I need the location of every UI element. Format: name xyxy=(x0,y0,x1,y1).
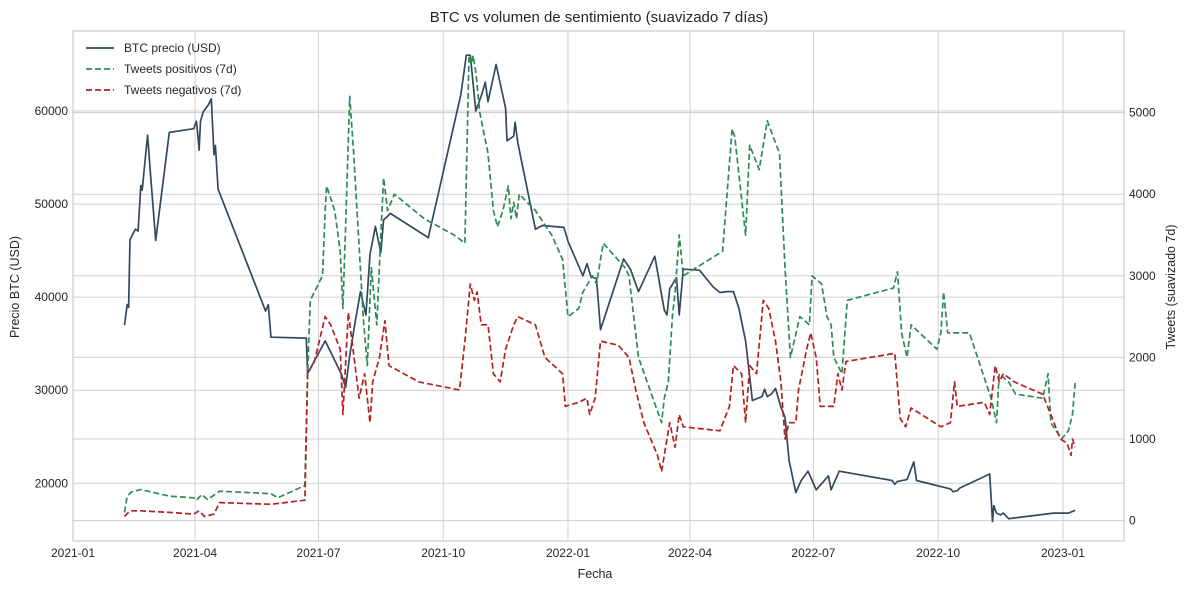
series-line-2 xyxy=(123,283,1077,518)
legend-label-2: Tweets negativos (7d) xyxy=(124,83,241,97)
x-tick-label: 2021-01 xyxy=(51,546,95,560)
x-tick-label: 2021-10 xyxy=(421,546,465,560)
plot-area-border xyxy=(72,30,1125,542)
series-line-1 xyxy=(123,54,1077,513)
y-axis-label-right: Tweets (suavizado 7d) xyxy=(1164,224,1178,349)
chart-title: BTC vs volumen de sentimiento (suavizado… xyxy=(430,9,769,26)
legend-label-0: BTC precio (USD) xyxy=(124,41,221,55)
x-tick-label: 2022-07 xyxy=(791,546,835,560)
legend: BTC precio (USD) Tweets positivos (7d) Twe… xyxy=(86,41,241,97)
legend-label-1: Tweets positivos (7d) xyxy=(124,62,237,76)
y-tick-label-right: 1000 xyxy=(1129,432,1156,446)
series-line-0 xyxy=(123,54,1076,523)
x-tick-label: 2021-07 xyxy=(296,546,340,560)
y-tick-label-right: 3000 xyxy=(1129,269,1156,283)
y-axis-ticks-right: 0 1000 2000 3000 4000 5000 xyxy=(1129,106,1156,528)
x-tick-label: 2023-01 xyxy=(1041,546,1085,560)
y-tick-label-right: 4000 xyxy=(1129,187,1156,201)
y-tick-label-left: 40000 xyxy=(35,290,69,304)
x-axis-label: Fecha xyxy=(578,567,613,581)
x-tick-label: 2022-01 xyxy=(546,546,590,560)
y-axis-ticks-left: 20000 30000 40000 50000 60000 xyxy=(35,104,69,490)
y-tick-label-right: 5000 xyxy=(1129,106,1156,120)
y-tick-label-right: 0 xyxy=(1129,514,1136,528)
y-tick-label-left: 50000 xyxy=(35,197,69,211)
x-axis-ticks: 2021-01 2021-04 2021-07 2021-10 2022-01 2022-… xyxy=(51,546,1085,560)
x-tick-label: 2021-04 xyxy=(173,546,217,560)
grid xyxy=(72,31,1124,541)
y-tick-label-left: 20000 xyxy=(35,476,69,490)
y-tick-label-right: 2000 xyxy=(1129,350,1156,364)
plot-frame xyxy=(72,30,1125,542)
x-tick-label: 2022-10 xyxy=(916,546,960,560)
series-lines xyxy=(123,54,1077,523)
y-axis-label-left: Precio BTC (USD) xyxy=(8,236,22,338)
y-tick-label-left: 60000 xyxy=(35,104,69,118)
y-tick-label-left: 30000 xyxy=(35,383,69,397)
x-tick-label: 2022-04 xyxy=(668,546,712,560)
